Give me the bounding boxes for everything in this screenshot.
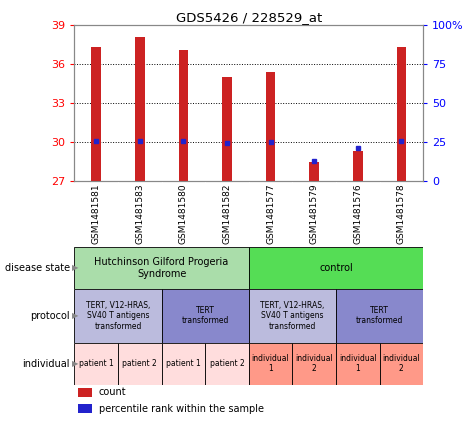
Bar bbox=[292, 343, 336, 385]
Text: disease state: disease state bbox=[5, 263, 70, 273]
Bar bbox=[74, 289, 162, 343]
Bar bbox=[118, 343, 162, 385]
Text: individual
2: individual 2 bbox=[383, 354, 420, 374]
Text: protocol: protocol bbox=[30, 311, 70, 321]
Bar bbox=[74, 247, 249, 289]
Text: TERT, V12-HRAS,
SV40 T antigens
transformed: TERT, V12-HRAS, SV40 T antigens transfor… bbox=[86, 301, 150, 331]
Text: patient 1: patient 1 bbox=[166, 359, 201, 368]
Bar bbox=[249, 247, 423, 289]
Text: GSM1481576: GSM1481576 bbox=[353, 184, 362, 244]
Bar bbox=[249, 289, 336, 343]
Bar bbox=[74, 343, 118, 385]
Text: individual: individual bbox=[22, 359, 70, 369]
Text: individual
1: individual 1 bbox=[339, 354, 377, 374]
Bar bbox=[379, 343, 423, 385]
Bar bbox=[78, 404, 92, 413]
Text: GSM1481583: GSM1481583 bbox=[135, 184, 144, 244]
Text: ▶: ▶ bbox=[72, 359, 79, 368]
Text: patient 1: patient 1 bbox=[79, 359, 113, 368]
Bar bbox=[78, 387, 92, 397]
Text: ▶: ▶ bbox=[72, 264, 79, 272]
Bar bbox=[162, 343, 205, 385]
Text: GSM1481582: GSM1481582 bbox=[222, 184, 232, 244]
Bar bbox=[309, 162, 319, 181]
Text: percentile rank within the sample: percentile rank within the sample bbox=[99, 404, 264, 414]
Bar bbox=[92, 47, 101, 181]
Bar bbox=[336, 343, 379, 385]
Text: TERT
transformed: TERT transformed bbox=[356, 306, 403, 325]
Text: TERT, V12-HRAS,
SV40 T antigens
transformed: TERT, V12-HRAS, SV40 T antigens transfor… bbox=[260, 301, 325, 331]
Text: individual
2: individual 2 bbox=[295, 354, 333, 374]
Title: GDS5426 / 228529_at: GDS5426 / 228529_at bbox=[176, 11, 322, 24]
Bar bbox=[249, 343, 292, 385]
Bar bbox=[397, 47, 406, 181]
Bar bbox=[353, 151, 363, 181]
Text: count: count bbox=[99, 387, 126, 397]
Text: GSM1481578: GSM1481578 bbox=[397, 184, 406, 244]
Text: GSM1481580: GSM1481580 bbox=[179, 184, 188, 244]
Bar bbox=[222, 77, 232, 181]
Text: GSM1481581: GSM1481581 bbox=[92, 184, 101, 244]
Text: individual
1: individual 1 bbox=[252, 354, 289, 374]
Text: ▶: ▶ bbox=[72, 311, 79, 320]
Text: control: control bbox=[319, 263, 353, 273]
Text: patient 2: patient 2 bbox=[210, 359, 244, 368]
Text: Hutchinson Gilford Progeria
Syndrome: Hutchinson Gilford Progeria Syndrome bbox=[94, 257, 229, 279]
Bar bbox=[205, 343, 249, 385]
Text: GSM1481577: GSM1481577 bbox=[266, 184, 275, 244]
Bar bbox=[336, 289, 423, 343]
Bar bbox=[162, 289, 249, 343]
Text: patient 2: patient 2 bbox=[122, 359, 157, 368]
Text: GSM1481579: GSM1481579 bbox=[310, 184, 319, 244]
Bar bbox=[266, 72, 275, 181]
Text: TERT
transformed: TERT transformed bbox=[181, 306, 229, 325]
Bar bbox=[179, 50, 188, 181]
Bar bbox=[135, 37, 145, 181]
